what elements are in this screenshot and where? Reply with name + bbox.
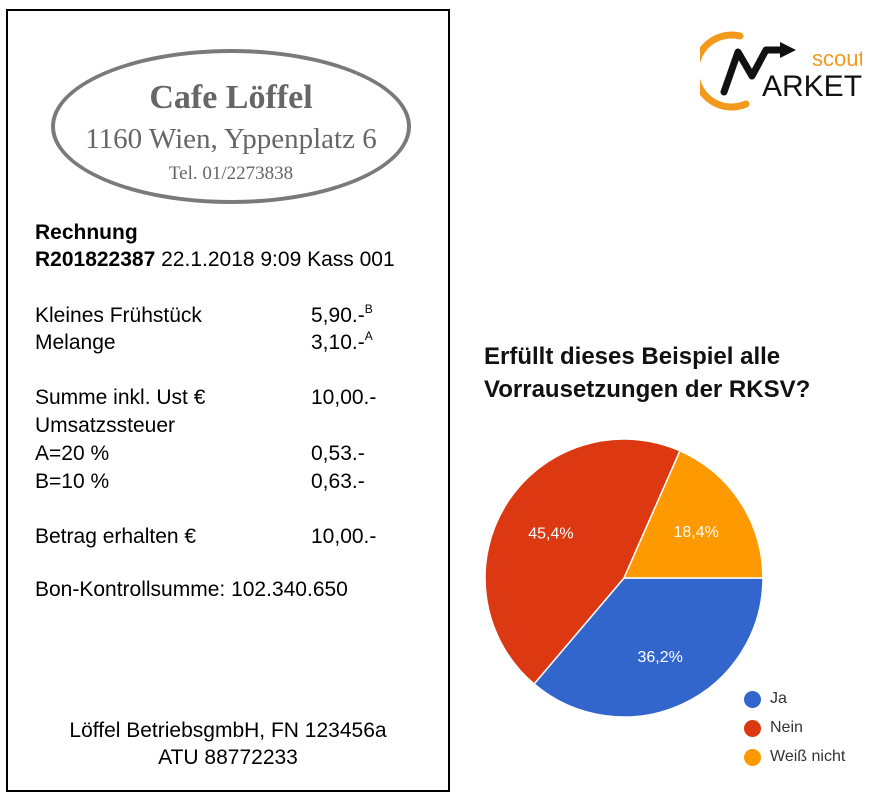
item-price-value: 3,10.-	[311, 331, 365, 354]
footer-company: Löffel BetriebsgmbH, FN 123456a	[69, 719, 387, 742]
item-price-value: 5,90.-	[311, 304, 365, 327]
item-price: 5,90.-B	[311, 302, 373, 328]
received-label: Betrag erhalten €	[35, 525, 197, 548]
legend-swatch	[744, 749, 761, 766]
chart-title: Erfüllt dieses Beispiel alle Vorrausetzu…	[484, 340, 884, 406]
item-tax-code: B	[364, 302, 373, 316]
cafe-header-oval: Cafe Löffel 1160 Wien, Yppenplatz 6 Tel.…	[51, 49, 411, 204]
invoice-number: R201822387	[35, 248, 156, 271]
marketscout-logo: scout ARKET	[700, 31, 862, 111]
logo-word-main: ARKET	[762, 70, 862, 103]
footer-vat: ATU 88772233	[158, 746, 298, 769]
item-tax-code: A	[364, 329, 373, 343]
chart-title-line: Erfüllt dieses Beispiel alle	[484, 343, 781, 370]
item-price: 3,10.-A	[311, 329, 373, 355]
invoice-line: R201822387 22.1.2018 9:09 Kass 001	[35, 248, 395, 272]
tax-value: 0,53.-	[311, 442, 365, 465]
total-label: Summe inkl. Ust €	[35, 386, 206, 409]
logo-m-mark	[720, 46, 788, 96]
pie-slice-weiss-nicht[interactable]	[622, 449, 764, 579]
item-name: Kleines Frühstück	[35, 304, 202, 327]
checksum: Bon-Kontrollsumme: 102.340.650	[35, 578, 348, 601]
logo-swoosh	[700, 31, 750, 111]
pie-slice-label: 18,4%	[673, 524, 718, 541]
logo-arrow-head	[780, 42, 796, 58]
invoice-title: Rechnung	[35, 221, 138, 244]
legend-swatch	[744, 720, 761, 737]
pie-slice-nein[interactable]	[484, 438, 681, 686]
tax-label: B=10 %	[35, 470, 110, 493]
cafe-phone: Tel. 01/2273838	[168, 163, 294, 184]
cafe-name: Cafe Löffel	[149, 79, 313, 116]
tax-heading: Umsatzssteuer	[35, 414, 176, 437]
tax-value: 0,63.-	[311, 470, 365, 493]
cafe-address: 1160 Wien, Yppenplatz 6	[85, 123, 377, 155]
logo-word-top: scout	[812, 46, 862, 71]
invoice-meta: 22.1.2018 9:09 Kass 001	[161, 248, 395, 271]
legend-label: Ja	[770, 690, 787, 707]
receipt: Cafe Löffel 1160 Wien, Yppenplatz 6 Tel.…	[6, 9, 450, 792]
item-name: Melange	[35, 331, 116, 354]
pie-slice-label: 45,4%	[528, 525, 573, 542]
pie-slice-label: 36,2%	[638, 649, 683, 666]
tax-label: A=20 %	[35, 442, 110, 465]
legend-label: Nein	[770, 719, 803, 736]
total-value: 10,00.-	[311, 386, 377, 409]
legend-swatch	[744, 691, 761, 708]
received-value: 10,00.-	[311, 525, 377, 548]
legend-label: Weiß nicht	[770, 748, 846, 765]
pie-slice-ja[interactable]	[533, 577, 764, 718]
chart-title-line: Vorrausetzungen der RKSV?	[484, 376, 811, 403]
